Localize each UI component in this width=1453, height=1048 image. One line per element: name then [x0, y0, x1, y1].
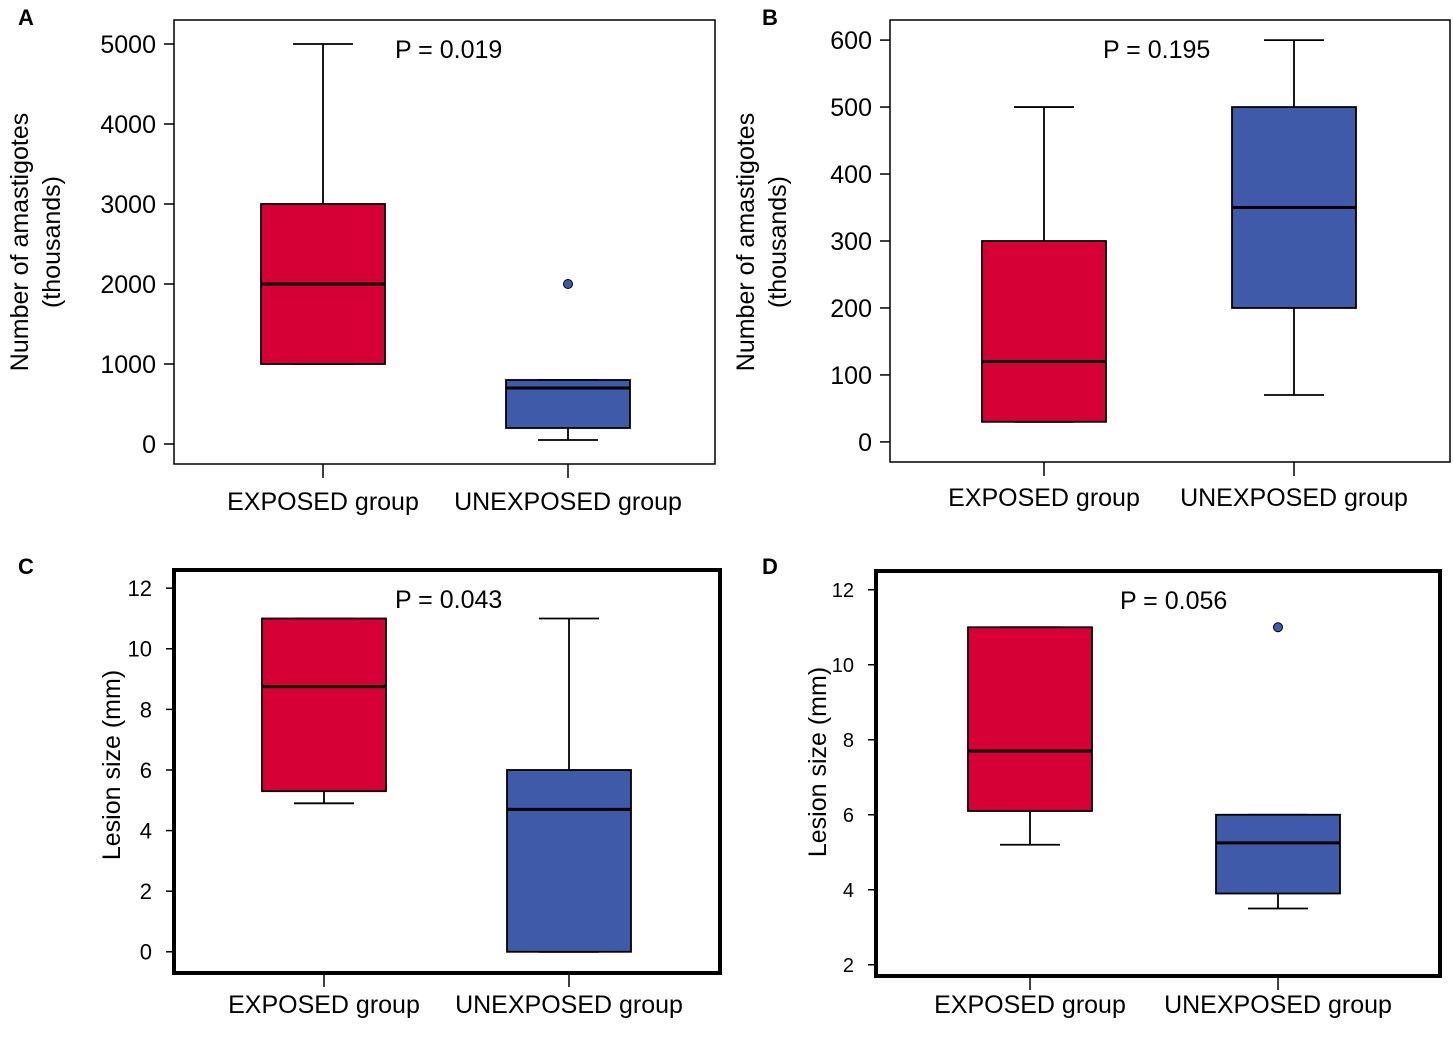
iqr-box [261, 617, 387, 793]
p-value-annotation: P = 0.056 [1120, 587, 1227, 615]
y-tick-label: 10 [832, 655, 854, 677]
y-tick-label: 8 [140, 697, 152, 722]
panel-d: D 2 4 6 8 10 12 Lesion size (mm) P = 0.056 EXPOSE… [762, 554, 1442, 1019]
y-axis-label: Number of amastigotes [732, 113, 760, 371]
p-value-annotation: P = 0.195 [1103, 36, 1210, 64]
plot-frame [172, 568, 722, 975]
panel-c: C 0 2 4 6 8 10 12 Lesion size (mm) P = 0.043 EXPOS… [18, 554, 722, 1019]
panel-a: A 0 1000 2000 3000 4000 5000 Number of amastigo… [6, 5, 716, 516]
panel-letter: C [18, 554, 34, 579]
y-tick-label: 12 [832, 580, 854, 602]
y-tick-label: 2 [843, 955, 854, 977]
x-category-label: UNEXPOSED group [454, 488, 682, 516]
y-tick-label: 4 [843, 880, 854, 902]
exposed-box [967, 626, 1093, 846]
x-category-label: EXPOSED group [934, 991, 1126, 1019]
exposed-box [981, 106, 1107, 423]
iqr-box [967, 626, 1093, 812]
x-category-label: EXPOSED group [228, 991, 420, 1019]
y-tick-label: 500 [830, 94, 872, 122]
x-category-label: UNEXPOSED group [1164, 991, 1392, 1019]
x-category-label: EXPOSED group [227, 488, 419, 516]
plot-frame [874, 569, 1442, 978]
y-tick-label: 200 [830, 295, 872, 323]
y-tick-label: 12 [128, 576, 152, 601]
panel-letter: A [18, 5, 34, 30]
y-tick-label: 600 [830, 27, 872, 55]
unexposed-box [1231, 39, 1357, 396]
plot-frame [173, 19, 716, 465]
y-tick-label: 300 [830, 228, 872, 256]
x-category-label: UNEXPOSED group [1180, 484, 1408, 512]
y-axis-label: Lesion size (mm) [804, 667, 832, 857]
y-axis-label: Lesion size (mm) [98, 670, 126, 860]
panel-letter: D [762, 554, 778, 579]
y-tick-label: 0 [140, 940, 152, 965]
y-tick-label: 10 [128, 637, 152, 662]
exposed-box [261, 617, 387, 805]
y-tick-label: 0 [858, 429, 872, 457]
y-axis-label: Number of amastigotes [6, 113, 34, 371]
y-tick-label: 4 [140, 819, 152, 844]
y-tick-label: 4000 [100, 111, 156, 139]
y-tick-label: 5000 [100, 31, 156, 59]
y-tick-label: 2 [140, 879, 152, 904]
x-category-label: EXPOSED group [948, 484, 1140, 512]
y-tick-label: 6 [140, 758, 152, 783]
y-tick-label: 8 [843, 730, 854, 752]
iqr-box [981, 240, 1107, 423]
y-tick-label: 3000 [100, 191, 156, 219]
panel-letter: B [762, 5, 778, 30]
y-axis-label: (thousands) [38, 176, 66, 308]
iqr-box [506, 769, 632, 953]
p-value-annotation: P = 0.019 [395, 36, 502, 64]
y-tick-label: 6 [843, 805, 854, 827]
outlier-point [1273, 622, 1283, 633]
x-category-label: UNEXPOSED group [455, 991, 683, 1019]
y-tick-label: 1000 [100, 351, 156, 379]
exposed-box [260, 43, 386, 365]
y-tick-label: 100 [830, 362, 872, 390]
unexposed-box [505, 279, 631, 441]
y-tick-label: 400 [830, 161, 872, 189]
iqr-box [1215, 813, 1341, 895]
p-value-annotation: P = 0.043 [395, 586, 502, 614]
unexposed-box [506, 617, 632, 953]
unexposed-box [1215, 622, 1341, 910]
y-axis-label: (thousands) [764, 176, 792, 308]
y-tick-label: 0 [142, 431, 156, 459]
y-tick-label: 2000 [100, 271, 156, 299]
panel-b: B 0 100 200 300 400 500 600 Number of amastigote… [732, 5, 1451, 512]
outlier-point [563, 279, 573, 289]
plot-frame [889, 19, 1451, 463]
